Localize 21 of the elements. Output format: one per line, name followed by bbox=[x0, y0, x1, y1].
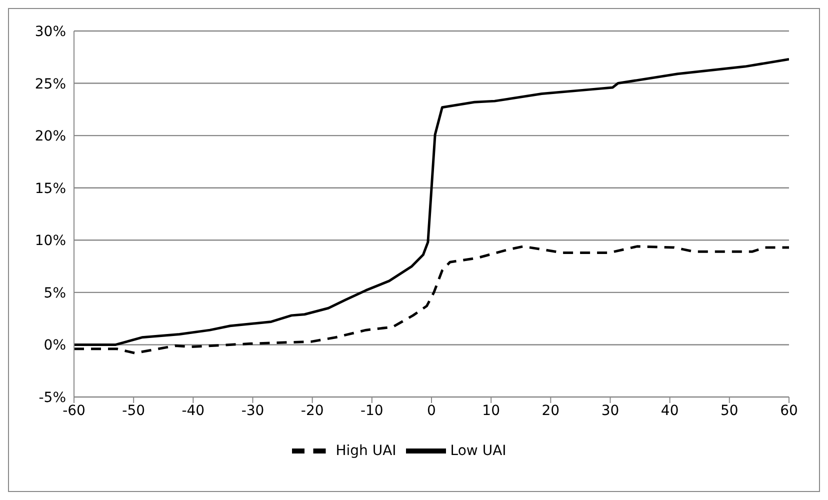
x-tick-label: 30 bbox=[601, 402, 620, 419]
legend-label: Low UAI bbox=[450, 442, 506, 459]
y-tick-label: 25% bbox=[34, 76, 66, 92]
x-tick-label: -40 bbox=[182, 402, 205, 419]
x-tick-label: 10 bbox=[482, 402, 500, 419]
y-tick-label: 20% bbox=[34, 128, 66, 145]
legend-label: High UAI bbox=[336, 442, 396, 459]
y-tick-label: 10% bbox=[34, 233, 66, 250]
y-tick-label: 5% bbox=[44, 285, 66, 302]
x-tick-label: 20 bbox=[542, 402, 560, 419]
x-tick-label: 60 bbox=[780, 402, 798, 419]
x-tick-label: -30 bbox=[241, 402, 264, 419]
y-tick-label: 15% bbox=[34, 180, 66, 197]
x-tick-label: 50 bbox=[720, 402, 738, 419]
x-tick-label: 40 bbox=[660, 402, 679, 419]
x-tick-label: -20 bbox=[300, 402, 324, 419]
x-tick-label: -50 bbox=[122, 402, 146, 419]
y-tick-label: 0% bbox=[44, 338, 66, 354]
x-tick-label: -10 bbox=[360, 402, 384, 419]
x-tick-label: 0 bbox=[427, 402, 436, 419]
y-tick-label: 30% bbox=[34, 24, 66, 40]
